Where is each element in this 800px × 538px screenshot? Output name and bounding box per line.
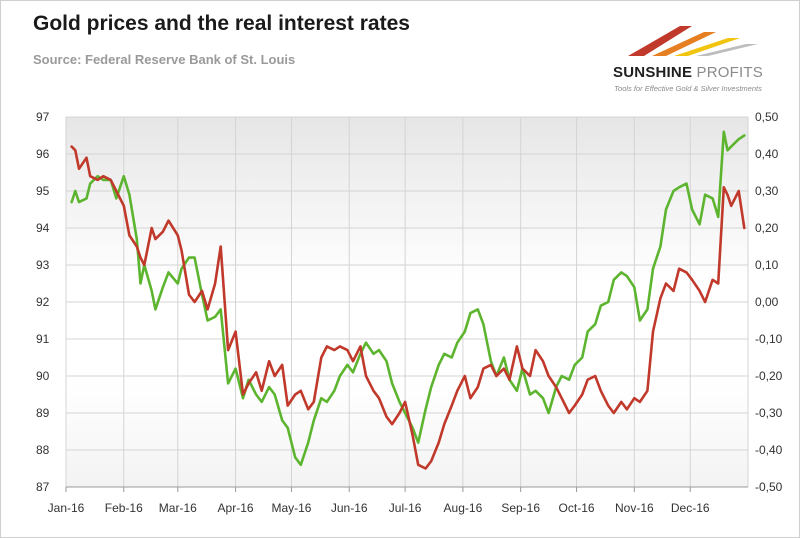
left-tick-label: 91 xyxy=(36,332,50,346)
grid-lines xyxy=(65,116,749,492)
x-tick-label: Apr-16 xyxy=(218,501,254,515)
series-layer xyxy=(70,130,746,470)
logo-tagline: Tools for Effective Gold & Silver Invest… xyxy=(614,84,762,93)
logo-name-part1: SUNSHINE xyxy=(613,64,693,81)
series-line-left-axis xyxy=(70,130,746,467)
x-tick-label: Jan-16 xyxy=(48,501,85,515)
left-tick-label: 96 xyxy=(36,147,50,161)
x-tick-label: Dec-16 xyxy=(671,501,710,515)
series-line-right-axis xyxy=(70,145,746,470)
left-tick-label: 87 xyxy=(36,480,50,494)
x-tick-label: Sep-16 xyxy=(501,501,540,515)
x-tick-label: Aug-16 xyxy=(444,501,483,515)
left-tick-label: 90 xyxy=(36,369,50,383)
right-tick-label: 0,20 xyxy=(755,221,779,235)
left-axis-ticks: 87 88 89 90 91 92 93 94 95 96 97 xyxy=(36,110,50,494)
right-tick-label: -0,20 xyxy=(755,369,783,383)
right-tick-label: -0,10 xyxy=(755,332,783,346)
right-tick-label: -0,40 xyxy=(755,443,783,457)
right-tick-label: 0,50 xyxy=(755,110,779,124)
logo-swoosh-icon xyxy=(628,26,758,56)
logo-name: SUNSHINE PROFITS xyxy=(608,64,768,81)
x-tick-label: May-16 xyxy=(271,501,311,515)
right-tick-label: 0,30 xyxy=(755,184,779,198)
right-axis-ticks: -0,50 -0,40 -0,30 -0,20 -0,10 0,00 0,10 0,20 0,3… xyxy=(755,110,783,494)
x-tick-label: Feb-16 xyxy=(105,501,143,515)
left-tick-label: 88 xyxy=(36,443,50,457)
right-tick-label: -0,50 xyxy=(755,480,783,494)
x-tick-label: Mar-16 xyxy=(159,501,197,515)
left-tick-label: 93 xyxy=(36,258,50,272)
right-tick-label: -0,30 xyxy=(755,406,783,420)
left-tick-label: 94 xyxy=(36,221,50,235)
left-tick-label: 92 xyxy=(36,295,50,309)
x-tick-label: Jun-16 xyxy=(331,501,368,515)
right-tick-label: 0,00 xyxy=(755,295,779,309)
x-tick-label: Oct-16 xyxy=(559,501,595,515)
right-tick-label: 0,10 xyxy=(755,258,779,272)
left-tick-label: 97 xyxy=(36,110,50,124)
sunshine-profits-logo: SUNSHINE PROFITS Tools for Effective Gol… xyxy=(608,20,768,100)
right-tick-label: 0,40 xyxy=(755,147,779,161)
logo-name-part2: PROFITS xyxy=(696,64,763,81)
x-tick-label: Jul-16 xyxy=(389,501,422,515)
x-axis-ticks: Jan-16 Feb-16 Mar-16 Apr-16 May-16 Jun-16 Jul-… xyxy=(48,501,710,515)
chart-source: Source: Federal Reserve Bank of St. Loui… xyxy=(33,52,296,67)
left-tick-label: 95 xyxy=(36,184,50,198)
x-tick-label: Nov-16 xyxy=(615,501,654,515)
chart-title: Gold prices and the real interest rates xyxy=(33,12,410,35)
left-tick-label: 89 xyxy=(36,406,50,420)
